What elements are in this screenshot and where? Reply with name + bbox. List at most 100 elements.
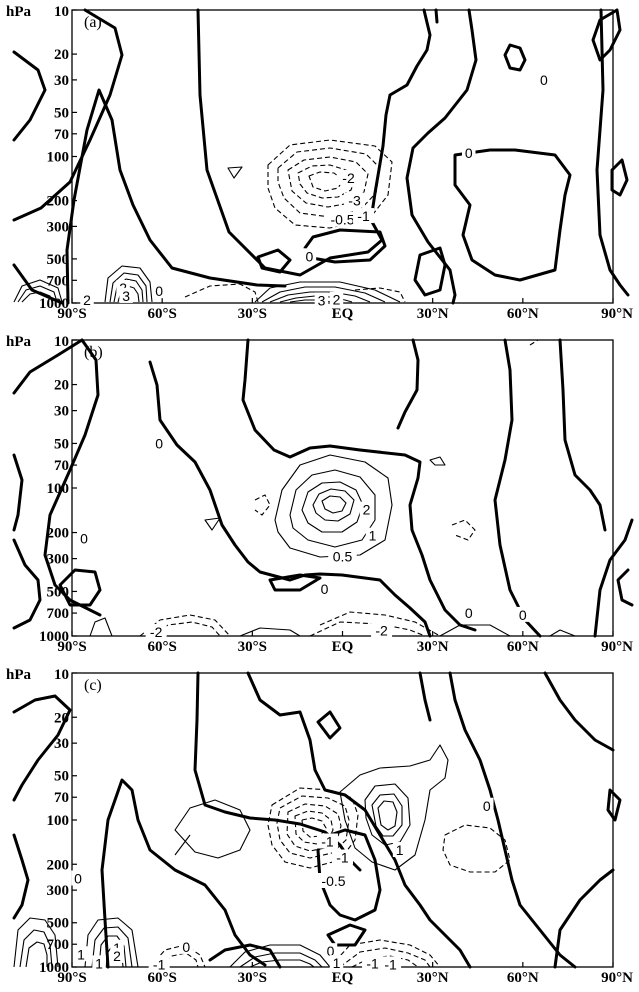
- contour-label-bg: [77, 530, 91, 546]
- contour-labels-b: 0 0 0 0 0 2 1 0.5 -2 -2: [77, 435, 530, 640]
- y-tick-label: 500: [47, 252, 70, 268]
- contour-label: 0: [483, 798, 491, 814]
- y-tick-label: 70: [54, 458, 69, 474]
- x-tick-label: 90°N: [601, 970, 633, 986]
- contour-label-bg: [332, 849, 353, 865]
- contour-label: -1: [153, 956, 166, 972]
- contour-label: -2: [150, 624, 163, 640]
- y-tick-label: 10: [54, 334, 69, 350]
- y-tick-label: 700: [47, 937, 70, 953]
- contour-label: 0: [155, 283, 163, 299]
- contour-label-bg: [392, 842, 407, 858]
- y-tick-label: 100: [47, 813, 70, 829]
- y-tick-label: 500: [47, 584, 70, 600]
- y-unit-label: hPa: [6, 4, 32, 20]
- panel-label: (a): [84, 14, 102, 31]
- y-axis-b: 10 20 30 50 70 100 200 300 500 700 1000: [39, 334, 77, 645]
- y-tick-label: 30: [54, 736, 69, 752]
- contour-label-bg: [315, 873, 352, 889]
- contour-label-bg: [80, 292, 94, 308]
- x-tick-label: 90°N: [601, 306, 633, 322]
- contour-label-bg: [365, 527, 380, 543]
- contour-label: 0: [155, 435, 163, 451]
- y-tick-label: 100: [47, 481, 70, 497]
- y-tick-label: 1000: [39, 960, 69, 976]
- x-tick-label: 60°S: [147, 639, 176, 655]
- frame-c: [71, 672, 614, 968]
- y-tick-label: 200: [47, 857, 70, 873]
- contour-label: 2: [333, 292, 341, 308]
- y-tick-label: 700: [47, 606, 70, 622]
- contour-label-bg: [324, 211, 361, 227]
- y-tick-label: 50: [54, 769, 69, 785]
- y-axis-a: 10 20 30 50 70 100 200 300 500 700 1000: [39, 4, 77, 312]
- contour-label-bg: [328, 548, 357, 564]
- contour-label: -0.5: [321, 873, 345, 889]
- y-tick-label: 200: [47, 526, 70, 542]
- contour-label-bg: [362, 955, 384, 971]
- y-unit-label: hPa: [6, 667, 32, 683]
- x-tick-label: 30°S: [238, 306, 267, 322]
- contour-label-bg: [110, 947, 124, 963]
- contour-label-bg: [329, 291, 344, 307]
- contour-label-bg: [316, 833, 338, 849]
- x-tick-label: 30°S: [238, 639, 267, 655]
- y-tick-label: 30: [54, 73, 69, 89]
- y-tick-label: 20: [54, 710, 69, 726]
- x-tick-label: 90°S: [57, 306, 86, 322]
- y-tick-label: 500: [47, 916, 70, 932]
- contour-label: 1: [396, 842, 404, 858]
- x-tick-label: EQ: [332, 970, 354, 986]
- contour-label-bg: [344, 192, 366, 208]
- x-tick-label: 60°N: [507, 639, 539, 655]
- x-tick-label: 60°S: [147, 970, 176, 986]
- contour-label-bg: [119, 287, 133, 303]
- y-tick-label: 50: [54, 436, 69, 452]
- x-tick-label: EQ: [332, 639, 354, 655]
- x-tick-label: 30°S: [238, 970, 267, 986]
- contour-label: 0: [80, 531, 88, 547]
- contour-label-bg: [516, 606, 530, 622]
- y-tick-label: 10: [54, 667, 69, 683]
- contour-label: -2: [375, 623, 388, 639]
- x-tick-label: 60°S: [147, 306, 176, 322]
- x-tick-label: 60°N: [507, 970, 539, 986]
- contour-label: -3: [348, 193, 361, 209]
- y-tick-label: 100: [47, 150, 70, 166]
- contour-label: 3: [122, 288, 130, 304]
- contour-label-bg: [537, 71, 551, 87]
- y-tick-label: 10: [54, 4, 69, 20]
- contour-label-bg: [148, 956, 170, 972]
- x-tick-label: 90°S: [57, 970, 86, 986]
- y-unit-label: hPa: [6, 334, 32, 350]
- contour-label: 0: [306, 248, 314, 264]
- y-tick-label: 70: [54, 790, 69, 806]
- contour-label-bg: [353, 208, 375, 224]
- x-tick-label: EQ: [332, 306, 354, 322]
- contour-label-bg: [323, 943, 338, 959]
- contour-label: 1: [369, 528, 377, 544]
- contour-label-bg: [380, 956, 402, 972]
- contour-label-bg: [179, 938, 193, 954]
- contour-label: -0.5: [330, 212, 354, 228]
- contour-label-bg: [71, 870, 85, 886]
- contour-label-bg: [480, 797, 494, 813]
- y-tick-label: 1000: [39, 296, 69, 312]
- panel-label: (c): [84, 677, 102, 694]
- contour-label-bg: [152, 435, 166, 451]
- contour-label: 0: [74, 870, 82, 886]
- frame-b: [71, 339, 614, 637]
- contour-label: 3: [318, 292, 326, 308]
- contour-label-bg: [92, 955, 106, 971]
- y-axis-c: 10 20 30 50 70 100 200 300 500 700 1000: [39, 667, 77, 976]
- contour-label-bg: [302, 248, 317, 264]
- x-tick-label: 60°N: [507, 306, 539, 322]
- contour-label: 0: [519, 607, 527, 623]
- y-tick-label: 300: [47, 883, 70, 899]
- x-tick-label: 30°N: [417, 639, 449, 655]
- y-tick-label: 1000: [39, 629, 69, 645]
